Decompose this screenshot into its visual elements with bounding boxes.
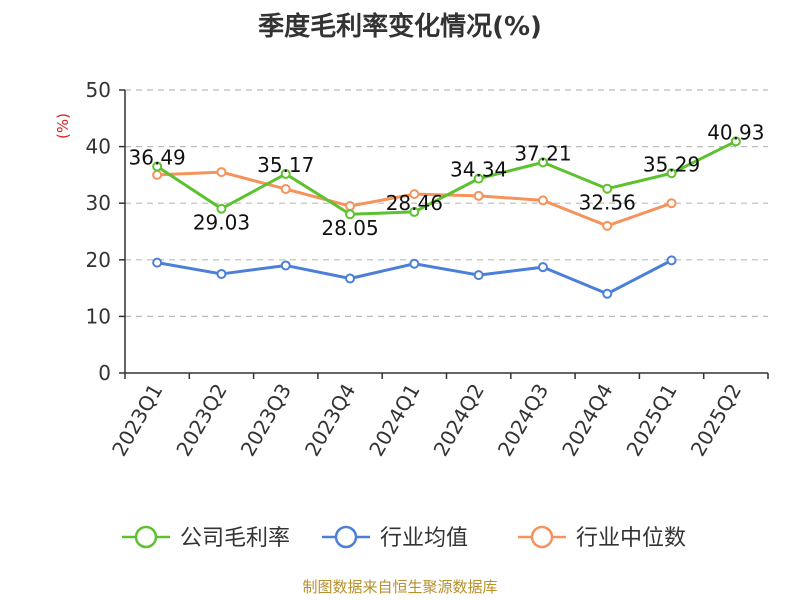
- legend-label: 行业中位数: [576, 526, 686, 551]
- point-industry-median: [473, 190, 484, 201]
- series-layer: [152, 136, 741, 299]
- y-axis-label: (%): [54, 113, 72, 139]
- x-tick-label: 2025Q1: [621, 380, 681, 461]
- data-label: 34.34: [450, 158, 507, 182]
- point-industry-median: [537, 195, 548, 206]
- point-industry-median: [602, 220, 613, 231]
- legend-marker: [530, 525, 554, 549]
- x-tick-label: 2023Q2: [171, 380, 231, 461]
- legend-marker: [134, 525, 158, 549]
- point-industry-avg: [473, 270, 484, 281]
- y-tick-label: 0: [98, 361, 111, 385]
- legend-label: 公司毛利率: [180, 526, 290, 551]
- point-company: [666, 168, 677, 179]
- y-tick-label: 40: [86, 135, 111, 159]
- x-tick-label: 2025Q2: [686, 380, 746, 461]
- x-tick-label: 2024Q3: [493, 380, 553, 461]
- y-ticks: 0 10 20 30 40 50: [86, 78, 125, 385]
- point-industry-median: [345, 201, 356, 212]
- x-tick-label: 2024Q2: [429, 380, 489, 461]
- point-industry-avg: [345, 273, 356, 284]
- legend-item-industry-median[interactable]: 行业中位数: [518, 525, 686, 551]
- data-label: 28.05: [321, 216, 378, 240]
- point-industry-median: [152, 169, 163, 180]
- point-company: [152, 161, 163, 172]
- point-industry-avg: [280, 260, 291, 271]
- legend-marker: [334, 525, 358, 549]
- y-tick-label: 30: [86, 191, 111, 215]
- data-labels: 36.49 29.03 35.17 28.05 28.46 34.34 37.21 32.56…: [129, 120, 765, 240]
- grid-lines: [125, 89, 768, 317]
- point-company: [280, 168, 291, 179]
- x-tick-label: 2024Q1: [364, 380, 424, 461]
- x-ticks: 2023Q1 2023Q2 2023Q3 2023Q4 2024Q1 2024Q2 2024…: [107, 373, 769, 461]
- point-industry-avg: [602, 288, 613, 299]
- data-label: 35.17: [257, 153, 314, 177]
- data-label: 37.21: [514, 141, 571, 165]
- point-company: [216, 203, 227, 214]
- point-company: [473, 173, 484, 184]
- data-label: 36.49: [129, 145, 186, 169]
- point-company: [345, 209, 356, 220]
- point-industry-avg: [666, 255, 677, 266]
- point-industry-median: [409, 189, 420, 200]
- data-label: 32.56: [579, 191, 636, 215]
- legend: 公司毛利率 行业均值 行业中位数: [122, 525, 686, 551]
- point-industry-avg: [216, 268, 227, 279]
- data-label: 35.29: [643, 152, 700, 176]
- x-tick-label: 2023Q3: [236, 380, 296, 461]
- series-line-company: [156, 139, 737, 216]
- point-company: [602, 183, 613, 194]
- x-tick-label: 2023Q1: [107, 380, 167, 461]
- chart-title: 季度毛利率变化情况(%): [258, 11, 542, 42]
- x-tick-label: 2023Q4: [300, 380, 360, 461]
- point-industry-avg: [409, 258, 420, 269]
- point-industry-median: [666, 198, 677, 209]
- y-tick-label: 10: [86, 304, 111, 328]
- y-tick-label: 50: [86, 78, 111, 102]
- data-label: 40.93: [707, 120, 764, 144]
- point-industry-median: [280, 184, 291, 195]
- source-note: 制图数据来自恒生聚源数据库: [302, 578, 497, 596]
- legend-item-company[interactable]: 公司毛利率: [122, 525, 290, 551]
- point-industry-avg: [152, 257, 163, 268]
- point-industry-avg: [537, 262, 548, 273]
- legend-label: 行业均值: [380, 526, 468, 551]
- legend-item-industry-avg[interactable]: 行业均值: [322, 525, 468, 551]
- point-company: [730, 136, 741, 147]
- data-label: 28.46: [386, 191, 443, 215]
- x-tick-label: 2024Q4: [557, 380, 617, 461]
- y-tick-label: 20: [86, 248, 111, 272]
- point-company: [409, 206, 420, 217]
- point-company: [537, 157, 548, 168]
- data-label: 29.03: [193, 211, 250, 235]
- point-industry-median: [216, 167, 227, 178]
